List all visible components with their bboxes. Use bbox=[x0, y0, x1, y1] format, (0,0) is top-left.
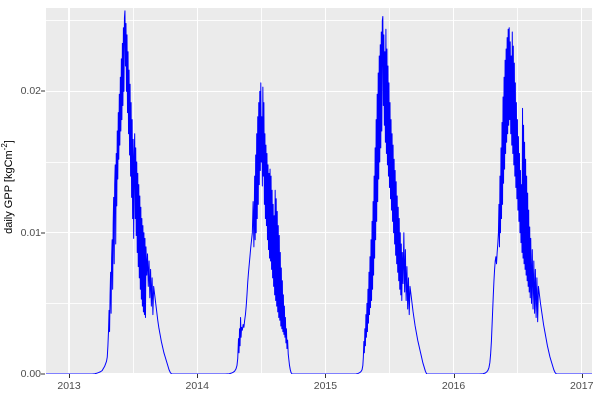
series-path-daily-gpp bbox=[46, 10, 592, 374]
gridline-major-horizontal bbox=[46, 90, 592, 92]
data-series-line bbox=[46, 10, 592, 374]
gridline-major-vertical bbox=[452, 8, 455, 374]
plot-panel bbox=[46, 8, 592, 374]
gridline-minor-horizontal bbox=[46, 303, 592, 304]
gridline-major-horizontal bbox=[46, 232, 592, 234]
x-tick-mark bbox=[197, 374, 199, 378]
gridline-minor-vertical bbox=[389, 8, 390, 374]
gridline-major-vertical bbox=[68, 8, 70, 374]
y-tick-label: 0.00 bbox=[20, 368, 41, 380]
x-tick-label: 2013 bbox=[57, 380, 81, 392]
x-tick-mark bbox=[453, 374, 455, 378]
gridline-major-vertical bbox=[581, 8, 583, 374]
x-tick-label: 2017 bbox=[570, 380, 594, 392]
gridline-minor-horizontal bbox=[46, 161, 592, 163]
x-tick-label: 2014 bbox=[185, 380, 209, 392]
x-tick-mark bbox=[69, 374, 71, 378]
x-tick-mark bbox=[325, 374, 327, 378]
y-tick-label: 0.02 bbox=[20, 85, 41, 98]
gridline-minor-vertical bbox=[261, 8, 262, 374]
gridline-major-vertical bbox=[196, 8, 198, 374]
y-tick-mark bbox=[41, 373, 45, 375]
y-tick-label: 0.01 bbox=[20, 226, 41, 239]
x-tick-label: 2016 bbox=[441, 380, 466, 392]
x-tick-mark bbox=[581, 374, 583, 378]
y-tick-mark bbox=[41, 232, 45, 234]
y-axis-ticks: 0.00 0.01 0.02 bbox=[0, 0, 45, 380]
gridline-minor-horizontal bbox=[46, 20, 592, 21]
x-axis-ticks: 2013 2014 2015 2016 2017 bbox=[46, 374, 594, 400]
y-tick-mark bbox=[41, 90, 45, 92]
gridline-major-vertical bbox=[324, 8, 326, 374]
x-tick-label: 2015 bbox=[313, 380, 338, 392]
